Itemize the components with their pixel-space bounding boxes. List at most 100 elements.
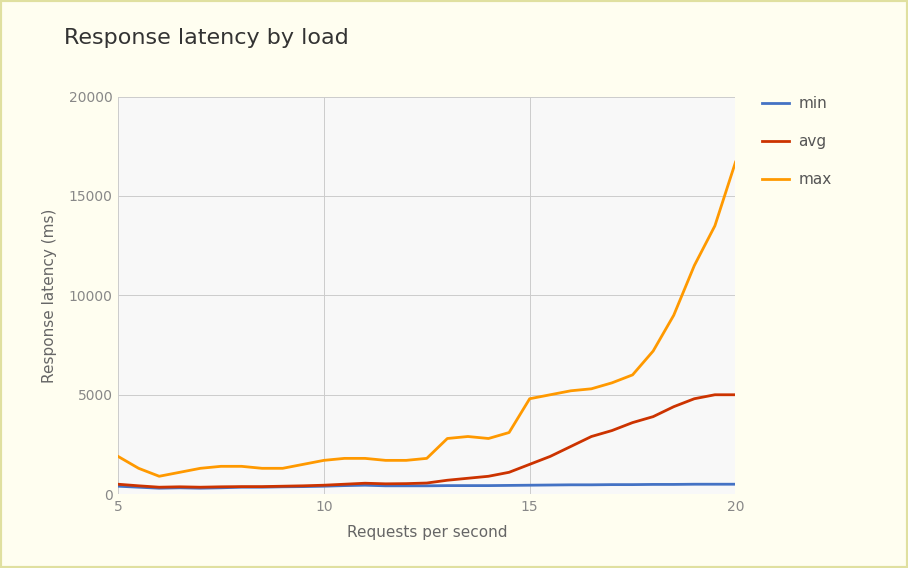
min bbox=[647, 481, 658, 488]
avg bbox=[236, 483, 247, 490]
avg bbox=[586, 433, 597, 440]
max bbox=[257, 465, 268, 471]
Text: Response latency by load: Response latency by load bbox=[64, 28, 349, 48]
min bbox=[174, 485, 185, 491]
avg bbox=[483, 473, 494, 479]
avg bbox=[566, 443, 577, 450]
max bbox=[709, 222, 720, 229]
max bbox=[360, 455, 370, 462]
avg bbox=[709, 391, 720, 398]
avg bbox=[421, 479, 432, 486]
max bbox=[647, 348, 658, 354]
avg bbox=[545, 453, 556, 460]
min bbox=[442, 482, 453, 489]
min bbox=[277, 483, 288, 490]
max bbox=[277, 465, 288, 471]
avg bbox=[627, 419, 638, 426]
Line: min: min bbox=[118, 484, 735, 488]
max bbox=[236, 463, 247, 470]
max bbox=[668, 312, 679, 319]
avg bbox=[380, 481, 391, 487]
avg bbox=[607, 427, 617, 434]
min bbox=[709, 481, 720, 487]
min bbox=[586, 482, 597, 488]
max bbox=[400, 457, 411, 463]
max bbox=[113, 453, 123, 460]
max bbox=[380, 457, 391, 463]
min bbox=[545, 482, 556, 488]
avg bbox=[730, 391, 741, 398]
avg bbox=[360, 480, 370, 487]
min bbox=[607, 481, 617, 488]
avg bbox=[215, 483, 226, 490]
min bbox=[153, 485, 164, 491]
Y-axis label: Response latency (ms): Response latency (ms) bbox=[43, 208, 57, 382]
avg bbox=[462, 475, 473, 482]
avg bbox=[647, 414, 658, 420]
max bbox=[133, 465, 144, 471]
min bbox=[689, 481, 700, 487]
min bbox=[113, 483, 123, 490]
max bbox=[607, 379, 617, 386]
max bbox=[504, 429, 515, 436]
avg bbox=[400, 480, 411, 487]
avg bbox=[257, 483, 268, 490]
avg bbox=[524, 461, 535, 468]
min bbox=[400, 482, 411, 489]
min bbox=[298, 483, 309, 490]
X-axis label: Requests per second: Requests per second bbox=[347, 525, 507, 540]
Line: avg: avg bbox=[118, 395, 735, 487]
max bbox=[483, 435, 494, 442]
max bbox=[586, 385, 597, 392]
avg bbox=[153, 484, 164, 491]
max bbox=[730, 158, 741, 166]
min bbox=[236, 484, 247, 491]
avg bbox=[689, 395, 700, 402]
avg bbox=[195, 484, 206, 491]
Legend: min, avg, max: min, avg, max bbox=[762, 96, 832, 187]
avg bbox=[277, 483, 288, 490]
min bbox=[195, 485, 206, 491]
max bbox=[215, 463, 226, 470]
avg bbox=[298, 482, 309, 489]
max bbox=[298, 461, 309, 468]
max bbox=[442, 435, 453, 442]
avg bbox=[339, 481, 350, 487]
avg bbox=[113, 481, 123, 487]
min bbox=[133, 484, 144, 491]
max bbox=[566, 387, 577, 394]
max bbox=[545, 391, 556, 398]
max bbox=[689, 262, 700, 269]
max bbox=[319, 457, 330, 463]
avg bbox=[442, 477, 453, 484]
min bbox=[339, 482, 350, 489]
max bbox=[195, 465, 206, 471]
min bbox=[257, 484, 268, 491]
avg bbox=[133, 482, 144, 489]
max bbox=[174, 469, 185, 476]
min bbox=[566, 482, 577, 488]
avg bbox=[668, 403, 679, 410]
min bbox=[360, 482, 370, 488]
avg bbox=[504, 469, 515, 476]
max bbox=[627, 371, 638, 378]
min bbox=[319, 483, 330, 490]
max bbox=[339, 455, 350, 462]
Line: max: max bbox=[118, 162, 735, 476]
min bbox=[483, 482, 494, 489]
min bbox=[504, 482, 515, 489]
min bbox=[627, 481, 638, 488]
min bbox=[215, 485, 226, 491]
max bbox=[153, 473, 164, 479]
max bbox=[524, 395, 535, 402]
min bbox=[668, 481, 679, 488]
max bbox=[462, 433, 473, 440]
min bbox=[421, 482, 432, 489]
min bbox=[730, 481, 741, 487]
avg bbox=[319, 482, 330, 488]
min bbox=[462, 482, 473, 489]
avg bbox=[174, 483, 185, 490]
min bbox=[524, 482, 535, 488]
min bbox=[380, 482, 391, 489]
max bbox=[421, 455, 432, 462]
